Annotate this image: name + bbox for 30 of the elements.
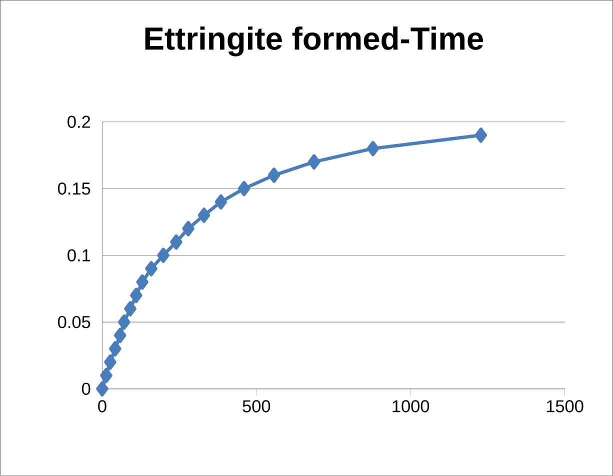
- point: [268, 168, 280, 183]
- point: [182, 221, 194, 236]
- point: [214, 194, 228, 210]
- x-tick-label: 0: [98, 400, 106, 412]
- point: [100, 368, 112, 384]
- x-tick-label: 1000: [392, 400, 430, 412]
- y-tick-label: 0.2: [68, 116, 90, 128]
- point: [474, 128, 488, 143]
- point: [145, 261, 158, 276]
- x-tick-label: 500: [242, 400, 270, 412]
- point: [136, 274, 148, 290]
- point: [366, 140, 380, 156]
- point: [104, 354, 116, 370]
- y-tick-label: 0.1: [68, 249, 90, 262]
- x-tick-label: 1500: [546, 400, 584, 412]
- point: [170, 234, 182, 250]
- point: [238, 180, 250, 196]
- point: [114, 328, 126, 344]
- y-tick-label: 0: [82, 382, 90, 395]
- y-tick-label: 0.05: [58, 316, 90, 328]
- point: [308, 154, 320, 170]
- point: [96, 381, 108, 396]
- point: [157, 248, 170, 263]
- y-tick-label: 0.15: [58, 182, 90, 195]
- point: [109, 341, 122, 356]
- point: [198, 208, 210, 223]
- point: [124, 301, 136, 316]
- point: [130, 288, 142, 304]
- chart-title: Ettringite formed-Time: [145, 26, 484, 56]
- point: [118, 314, 130, 330]
